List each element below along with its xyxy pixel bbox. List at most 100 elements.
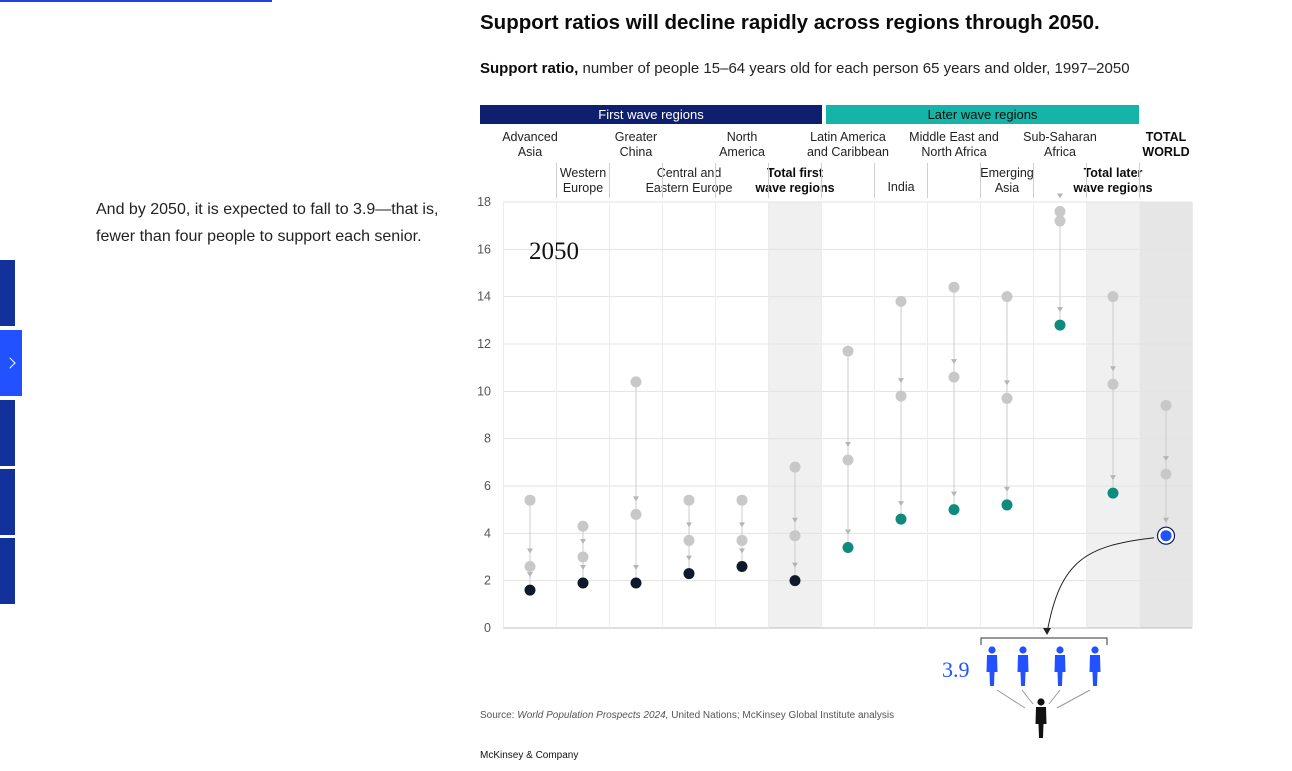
worker-person-icon-body <box>986 655 998 686</box>
support-arrow-line <box>1056 689 1091 709</box>
y-tick-label: 12 <box>477 337 491 351</box>
category-label-line: Middle East and <box>909 130 999 144</box>
past-value-dot <box>736 534 748 546</box>
past-value-dot <box>1160 468 1172 480</box>
past-value-dot <box>789 461 801 473</box>
trend-arrow-icon <box>1057 193 1063 199</box>
category-label-line: North Africa <box>921 144 987 159</box>
source-prefix: Source: <box>480 710 518 721</box>
value-2050-dot <box>1001 499 1013 511</box>
y-tick-label: 18 <box>477 195 491 209</box>
category-label-line: TOTAL <box>1145 130 1187 144</box>
past-value-dot <box>577 520 589 532</box>
nav-tab-4[interactable] <box>0 469 15 535</box>
value-2050-dot <box>842 542 854 554</box>
category-label-line: Eastern Europe <box>645 180 733 195</box>
category-label: Total later wave regions <box>1057 166 1169 195</box>
worker-person-icon-body <box>1017 655 1029 686</box>
trend-arrow-icon <box>845 441 851 447</box>
past-value-dot <box>1107 378 1119 390</box>
past-value-dot <box>1160 400 1172 412</box>
past-value-dot <box>1107 291 1119 303</box>
chart-subtitle: Support ratio, number of people 15–64 ye… <box>480 60 1130 77</box>
worker-person-icon-head <box>1019 646 1027 654</box>
trend-arrow-icon <box>792 517 798 523</box>
category-label: Greater China <box>580 130 692 159</box>
trend-arrow-icon <box>845 529 851 535</box>
past-value-dot <box>1054 205 1066 217</box>
category-label: TOTAL WORLD <box>1110 130 1222 159</box>
category-label: Middle East and North Africa <box>898 130 1010 159</box>
value-2050-dot <box>895 513 907 525</box>
category-label-line: Advanced <box>502 130 558 144</box>
worker-person-icon-body <box>1089 655 1101 686</box>
past-value-dot <box>736 494 748 506</box>
y-tick-label: 6 <box>484 479 491 493</box>
callout-curve <box>1046 537 1155 634</box>
senior-person-icon-head <box>1037 698 1045 706</box>
y-tick-label: 2 <box>484 574 491 588</box>
category-label: Central and Eastern Europe <box>633 166 745 195</box>
trend-arrow-icon <box>898 378 904 384</box>
trend-arrow-icon <box>686 522 692 528</box>
year-label: 2050 <box>529 238 579 265</box>
y-tick-label: 8 <box>484 432 491 446</box>
value-2050-dot <box>1107 487 1119 499</box>
value-2050-dot <box>789 575 801 587</box>
trend-arrow-icon <box>1004 486 1010 492</box>
category-label-line: Emerging <box>980 166 1034 180</box>
category-label: Sub-Saharan Africa <box>1004 130 1116 159</box>
category-label-line: Total later <box>1083 166 1143 180</box>
support-arrow-line <box>1048 689 1061 705</box>
y-tick-label: 0 <box>484 621 491 635</box>
worker-person-icon-head <box>1056 646 1064 654</box>
source-title: World Population Prospects 2024, <box>517 710 669 721</box>
category-label-line: Total first <box>766 166 824 180</box>
nav-tab-2-active[interactable] <box>0 330 22 396</box>
trend-arrow-icon <box>633 565 639 571</box>
category-label-line: Latin America <box>810 130 886 144</box>
category-label-line: wave regions <box>755 180 835 195</box>
past-value-dot <box>577 551 589 563</box>
category-label: Latin America and Caribbean <box>792 130 904 159</box>
trend-arrow-icon <box>580 539 586 544</box>
trend-arrow-icon <box>951 491 957 497</box>
trend-arrow-icon <box>898 501 904 507</box>
trend-arrow-icon <box>1163 456 1169 462</box>
category-label: Advanced Asia <box>474 130 586 159</box>
trend-arrow-icon <box>1004 380 1010 386</box>
chart-title: Support ratios will decline rapidly acro… <box>480 11 1100 34</box>
nav-tab-5[interactable] <box>0 538 15 604</box>
category-label-line: China <box>619 144 653 159</box>
narrative-text: And by 2050, it is expected to fall to 3… <box>96 201 439 245</box>
support-arrow-line <box>1021 689 1034 705</box>
nav-tab-3[interactable] <box>0 400 15 466</box>
category-label-line: Asia <box>994 180 1020 195</box>
support-arrow-line <box>996 689 1026 709</box>
value-2050-dot <box>524 584 536 596</box>
trend-arrow-icon <box>739 548 745 554</box>
callout-value: 3.9 <box>942 657 970 682</box>
category-label-line: Western <box>559 166 607 180</box>
nav-tab-1[interactable] <box>0 260 15 326</box>
past-value-dot <box>895 390 907 402</box>
past-value-dot <box>524 494 536 506</box>
value-2050-dot <box>630 577 642 589</box>
y-tick-label: 16 <box>477 242 491 256</box>
past-value-dot <box>842 454 854 466</box>
category-label-line: Greater <box>614 130 658 144</box>
trend-arrow-icon <box>739 522 745 528</box>
category-label-line: India <box>887 180 915 194</box>
past-value-dot <box>1054 215 1066 227</box>
trend-arrow-icon <box>1110 366 1116 372</box>
past-value-dot <box>948 281 960 293</box>
category-label-line: Central and <box>656 166 722 180</box>
value-2050-dot <box>736 560 748 572</box>
category-label: Western Europe <box>527 166 639 195</box>
trend-arrow-icon <box>527 548 533 554</box>
trend-arrow-icon <box>1057 307 1063 313</box>
category-label-line: and Caribbean <box>806 144 889 159</box>
past-value-dot <box>789 530 801 542</box>
category-label: Emerging Asia <box>951 166 1063 195</box>
